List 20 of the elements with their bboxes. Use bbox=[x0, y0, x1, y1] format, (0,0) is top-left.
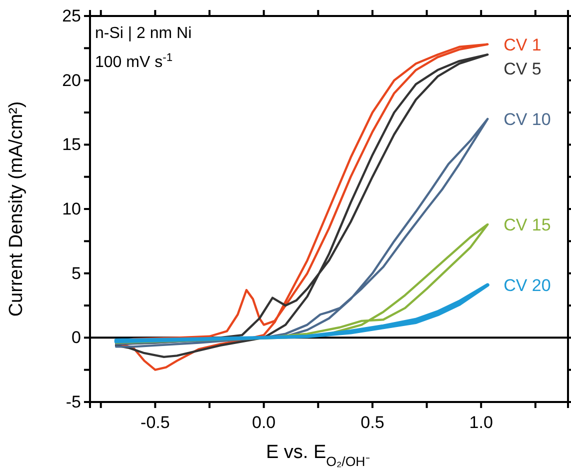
y-tick-label: 0 bbox=[72, 328, 81, 348]
annotation: n-Si | 2 nm Ni bbox=[95, 25, 192, 42]
series-label: CV 5 bbox=[504, 59, 542, 78]
series-label: CV 15 bbox=[504, 215, 551, 234]
x-tick-label: 0.5 bbox=[360, 413, 384, 432]
series-label: CV 20 bbox=[504, 276, 551, 295]
annotation: 100 mV s$^{-1}$ bbox=[95, 52, 173, 71]
x-axis-title: E vs. E$_{O₂/OH⁻}$ bbox=[266, 442, 370, 468]
x-tick-label: -0.5 bbox=[140, 413, 170, 432]
y-tick-label: 10 bbox=[62, 199, 81, 218]
y-tick-label: 5 bbox=[72, 264, 81, 283]
x-tick-label: 1.0 bbox=[469, 413, 493, 432]
series-label: CV 1 bbox=[504, 35, 542, 54]
series-label: CV 10 bbox=[504, 110, 551, 129]
y-tick-label: 20 bbox=[62, 70, 81, 90]
y-tick-label: -5 bbox=[66, 392, 81, 412]
y-tick-label: 25 bbox=[62, 6, 81, 26]
x-tick-label: 0.0 bbox=[252, 413, 276, 432]
y-tick-label: 15 bbox=[62, 135, 81, 154]
y-axis-title: Current Density (mA/cm²) bbox=[6, 101, 27, 317]
